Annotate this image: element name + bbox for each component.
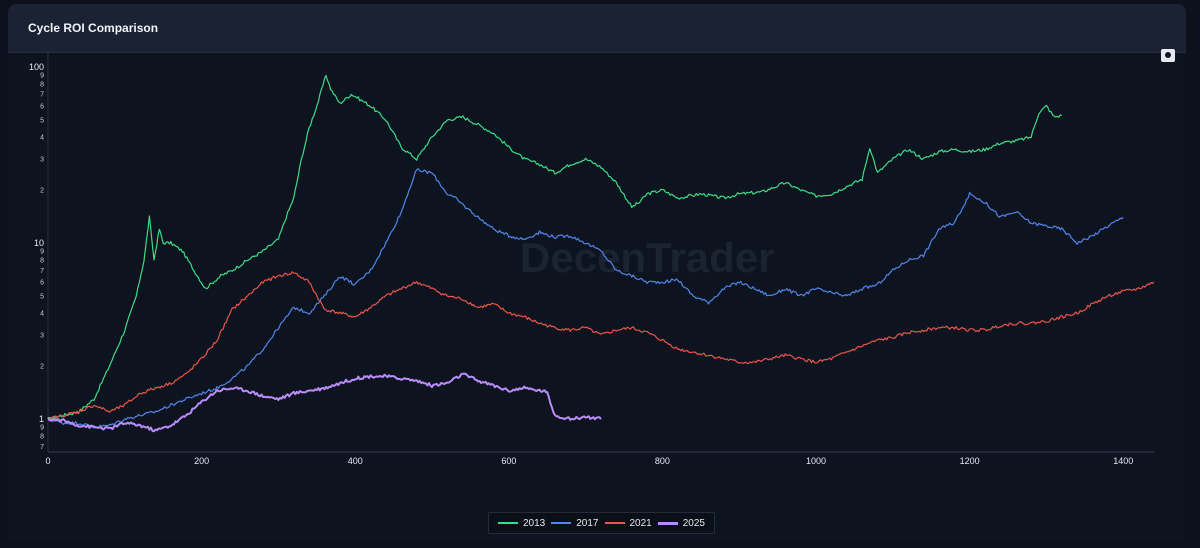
legend-label-2013: 2013 [523, 517, 546, 529]
legend-label-2025: 2025 [682, 517, 705, 529]
panel-header: Cycle ROI Comparison [8, 4, 1186, 53]
y-minor-tick-label: 6 [40, 103, 44, 110]
x-tick-label: 400 [348, 456, 363, 466]
chart-lines [47, 74, 1155, 433]
y-minor-tick-label: 3 [40, 333, 44, 340]
legend-item-2021[interactable]: 2021 [604, 517, 652, 529]
legend-swatch-2025 [657, 521, 678, 525]
legend-label-2021: 2021 [629, 517, 652, 529]
x-tick-label: 200 [194, 456, 209, 466]
y-minor-tick-label: 5 [40, 117, 44, 124]
legend-label-2017: 2017 [576, 517, 599, 529]
y-minor-tick-label: 7 [40, 444, 44, 451]
y-minor-tick-label: 8 [40, 258, 44, 265]
roi-chart: DecenTrader 0 200 400 600 800 1000 1200 1400 1 10… [29, 53, 1155, 466]
camera-icon[interactable] [1161, 49, 1175, 62]
y-minor-tick-label: 8 [40, 434, 44, 441]
chart-legend: 2013 2017 2021 2025 [488, 512, 715, 534]
y-tick-label: 10 [34, 238, 44, 248]
x-tick-label: 600 [501, 456, 516, 466]
series-line-2025 [47, 372, 602, 433]
watermark-text: DecenTrader [520, 234, 774, 281]
chart-axes: 0 200 400 600 800 1000 1200 1400 1 10 100 7 8 9 2 3 4 5 6 7… [29, 53, 1154, 466]
panel-title: Cycle ROI Comparison [28, 21, 159, 35]
x-tick-label: 800 [655, 456, 670, 466]
y-minor-tick-label: 9 [40, 72, 44, 79]
y-minor-tick-label: 9 [40, 425, 44, 432]
series-line-2017 [47, 168, 1124, 429]
x-tick-label: 0 [45, 456, 50, 466]
y-minor-tick-label: 8 [40, 82, 44, 89]
x-tick-label: 1000 [806, 456, 826, 466]
x-tick-label: 1400 [1113, 456, 1133, 466]
y-tick-label: 100 [29, 62, 44, 72]
y-minor-tick-label: 7 [40, 268, 44, 275]
legend-swatch-2013 [498, 522, 518, 524]
y-minor-tick-label: 6 [40, 280, 44, 287]
y-minor-tick-label: 4 [40, 311, 44, 318]
x-tick-label: 1200 [960, 456, 980, 466]
y-tick-label: 1 [39, 414, 44, 424]
legend-swatch-2021 [604, 522, 625, 524]
series-line-2021 [47, 271, 1155, 420]
legend-swatch-2017 [551, 522, 572, 524]
legend-item-2013[interactable]: 2013 [498, 518, 545, 529]
y-minor-tick-label: 9 [40, 249, 44, 256]
y-minor-tick-label: 3 [40, 156, 44, 163]
legend-item-2017[interactable]: 2017 [551, 517, 599, 529]
y-minor-tick-label: 7 [40, 92, 44, 99]
y-minor-tick-label: 2 [40, 188, 44, 195]
y-minor-tick-label: 2 [40, 364, 44, 371]
y-minor-tick-label: 4 [40, 135, 44, 142]
y-minor-tick-label: 5 [40, 294, 44, 301]
series-line-2013 [47, 74, 1063, 421]
legend-item-2025[interactable]: 2025 [657, 517, 705, 529]
chart-panel: Cycle ROI Comparison DecenTrader 0 200 400… [8, 4, 1186, 542]
